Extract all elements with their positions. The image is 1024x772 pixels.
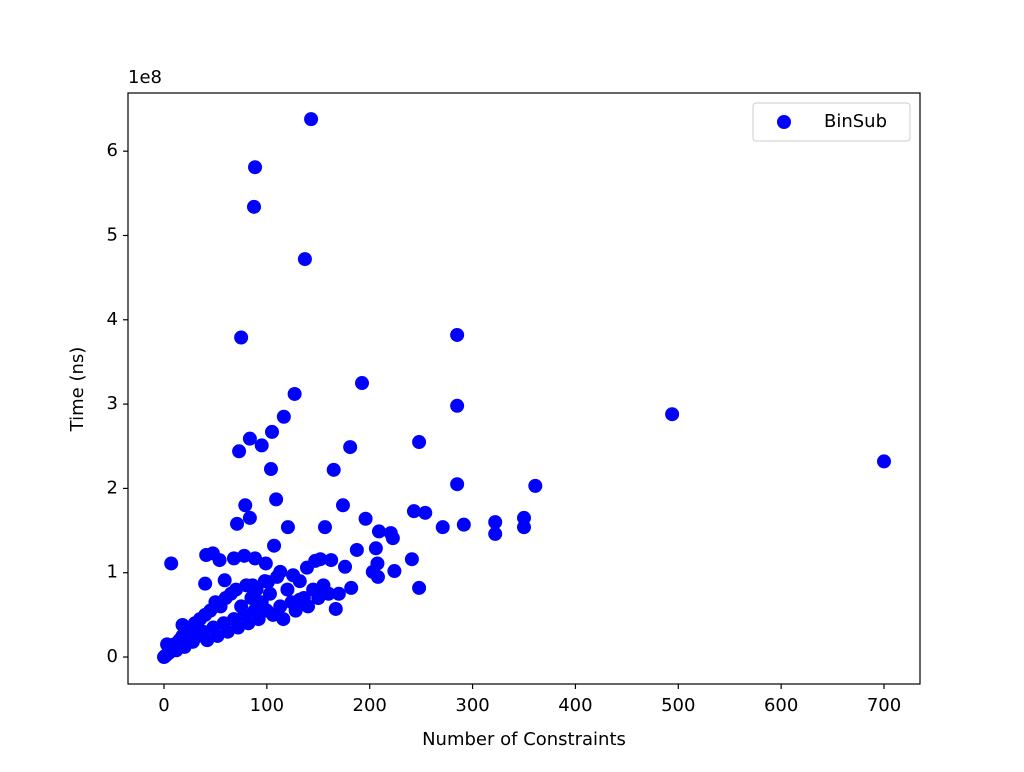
point (299, 560, 314, 575)
point (301, 599, 315, 614)
x-tick-label: 400 (558, 695, 592, 716)
x-tick-label: 600 (764, 695, 798, 716)
x-tick-label: 200 (353, 695, 387, 716)
point (234, 330, 249, 345)
point (313, 552, 328, 567)
point (238, 498, 253, 513)
point (217, 573, 232, 588)
x-tick-label: 700 (867, 695, 901, 716)
x-tick-label: 100 (250, 695, 284, 716)
point (158, 649, 173, 664)
point (456, 517, 471, 532)
y-tick-label: 4 (107, 309, 118, 330)
point (335, 498, 350, 513)
point (317, 520, 332, 535)
point (198, 576, 213, 591)
point (450, 327, 465, 342)
point (371, 524, 386, 539)
point (450, 477, 465, 492)
point (488, 526, 503, 541)
y-offset-label: 1e8 (128, 67, 162, 88)
point (412, 435, 427, 450)
point (488, 515, 503, 530)
point (242, 431, 257, 446)
point (254, 438, 269, 453)
point (258, 556, 273, 571)
point (331, 586, 346, 601)
point (324, 553, 339, 568)
legend-marker (777, 115, 791, 129)
y-tick-label: 0 (107, 646, 118, 667)
point (248, 160, 263, 175)
point (263, 462, 278, 477)
point (304, 112, 319, 127)
point (257, 574, 272, 589)
x-tick-label: 0 (158, 695, 169, 716)
y-tick-label: 3 (107, 393, 118, 414)
point (175, 617, 190, 632)
point (280, 582, 295, 597)
point (232, 444, 247, 459)
point (406, 504, 421, 519)
point (387, 564, 402, 579)
point (287, 386, 302, 401)
point (273, 599, 288, 614)
y-tick-label: 6 (107, 140, 118, 161)
point (404, 552, 419, 567)
point (528, 478, 543, 493)
point (242, 510, 257, 525)
point (368, 541, 383, 556)
y-axis-label: Time (ns) (67, 347, 88, 433)
point (349, 542, 364, 557)
point (418, 505, 433, 520)
legend-box (752, 102, 911, 142)
point (280, 520, 295, 535)
point (230, 516, 245, 531)
point (370, 569, 385, 584)
point (248, 551, 263, 566)
point (877, 454, 891, 469)
point (343, 440, 358, 455)
point (665, 407, 680, 422)
point (450, 398, 465, 413)
y-tick-label: 5 (107, 224, 118, 245)
point (321, 586, 336, 601)
point (270, 569, 285, 584)
point (267, 538, 282, 553)
point (358, 511, 373, 526)
point (247, 199, 261, 214)
y-tick-label: 2 (107, 477, 118, 498)
point (262, 586, 277, 601)
point (338, 559, 353, 574)
point (297, 252, 312, 267)
x-tick-label: 300 (455, 695, 489, 716)
point (265, 424, 279, 439)
point (288, 603, 303, 618)
point (212, 553, 227, 568)
point (164, 556, 179, 571)
point (328, 601, 343, 616)
point (292, 574, 307, 589)
point (435, 520, 450, 535)
point (237, 548, 252, 563)
point (517, 520, 531, 535)
point (276, 612, 291, 627)
point (269, 492, 284, 507)
point (344, 580, 359, 595)
point (355, 376, 369, 391)
point (276, 409, 291, 424)
point (385, 531, 400, 546)
y-tick-label: 1 (107, 562, 118, 583)
point (412, 580, 427, 595)
legend-label: BinSub (824, 111, 887, 132)
point (326, 462, 341, 477)
x-tick-label: 500 (661, 695, 695, 716)
x-axis-label: Number of Constraints (422, 729, 626, 750)
plot-frame (127, 92, 921, 685)
